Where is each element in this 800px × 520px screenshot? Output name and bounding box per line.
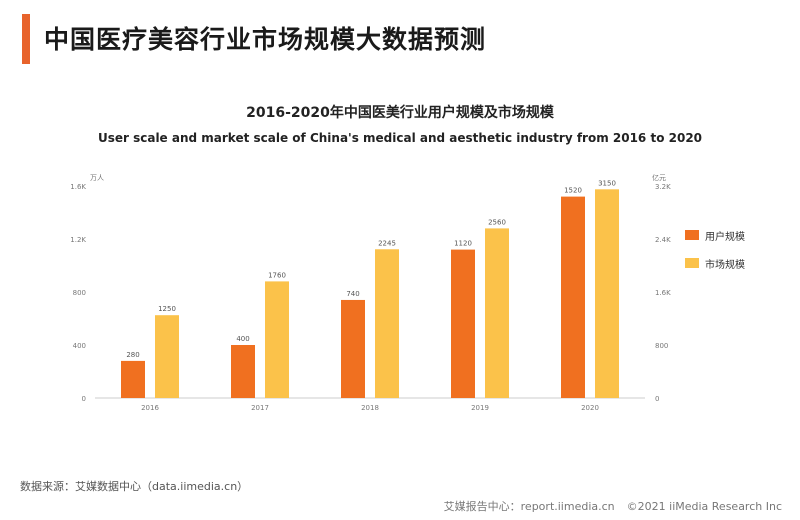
chart-title: 2016-2020年中国医美行业用户规模及市场规模	[246, 105, 554, 121]
bar-market-2019	[485, 228, 509, 398]
bar-market-2017	[265, 281, 289, 398]
data-label-users-2017: 400	[236, 335, 249, 343]
data-label-users-2019: 1120	[454, 240, 472, 248]
legend-label-market: 市场规模	[705, 259, 745, 271]
bar-users-2020	[561, 196, 585, 398]
bar-users-2017	[231, 345, 255, 398]
title-accent-bar	[22, 14, 30, 64]
legend-swatch-market	[685, 258, 699, 268]
data-label-users-2020: 1520	[564, 187, 582, 195]
data-label-market-2020: 3150	[598, 179, 616, 187]
x-tick-label: 2016	[141, 404, 159, 412]
data-label-market-2018: 2245	[378, 239, 396, 247]
left-tick-label: 800	[73, 289, 86, 297]
legend: 用户规模 市场规模	[685, 224, 745, 280]
legend-label-users: 用户规模	[705, 231, 745, 243]
right-tick-label: 3.2K	[655, 183, 671, 191]
x-tick-label: 2020	[581, 404, 599, 412]
footer-report-link[interactable]: 艾媒报告中心：report.iimedia.cn	[443, 500, 615, 513]
footer: 艾媒报告中心：report.iimedia.cn ©2021 iiMedia Re…	[444, 498, 782, 514]
bar-market-2018	[375, 249, 399, 398]
right-tick-label: 2.4K	[655, 236, 671, 244]
x-tick-label: 2017	[251, 404, 269, 412]
bar-market-2016	[155, 315, 179, 398]
left-axis-unit: 万人	[90, 174, 104, 182]
data-label-market-2016: 1250	[158, 305, 176, 313]
chart-subtitle: User scale and market scale of China's m…	[97, 131, 703, 145]
bar-users-2018	[341, 299, 365, 398]
data-label-users-2016: 280	[126, 351, 139, 359]
data-label-market-2017: 1760	[268, 271, 286, 279]
legend-swatch-users	[685, 230, 699, 240]
bar-users-2016	[121, 360, 145, 398]
right-tick-label: 0	[655, 395, 659, 403]
x-tick-label: 2019	[471, 404, 489, 412]
data-source: 数据来源：艾媒数据中心（data.iimedia.cn）	[20, 480, 249, 493]
data-label-market-2019: 2560	[488, 218, 506, 226]
x-tick-label: 2018	[361, 404, 379, 412]
bar-market-2020	[595, 189, 619, 398]
footer-copyright: ©2021 iiMedia Research Inc	[626, 500, 782, 513]
left-tick-label: 1.6K	[70, 183, 86, 191]
left-tick-label: 0	[82, 395, 86, 403]
page-title: 中国医疗美容行业市场规模大数据预测	[44, 25, 487, 54]
right-tick-label: 1.6K	[655, 289, 671, 297]
left-tick-label: 400	[73, 342, 86, 350]
legend-item-market: 市场规模	[685, 252, 745, 274]
bar-users-2019	[451, 249, 475, 398]
right-tick-label: 800	[655, 342, 668, 350]
right-axis-unit: 亿元	[652, 173, 666, 182]
legend-item-users: 用户规模	[685, 224, 745, 246]
left-tick-label: 1.2K	[70, 236, 86, 244]
data-label-users-2018: 740	[346, 290, 359, 298]
